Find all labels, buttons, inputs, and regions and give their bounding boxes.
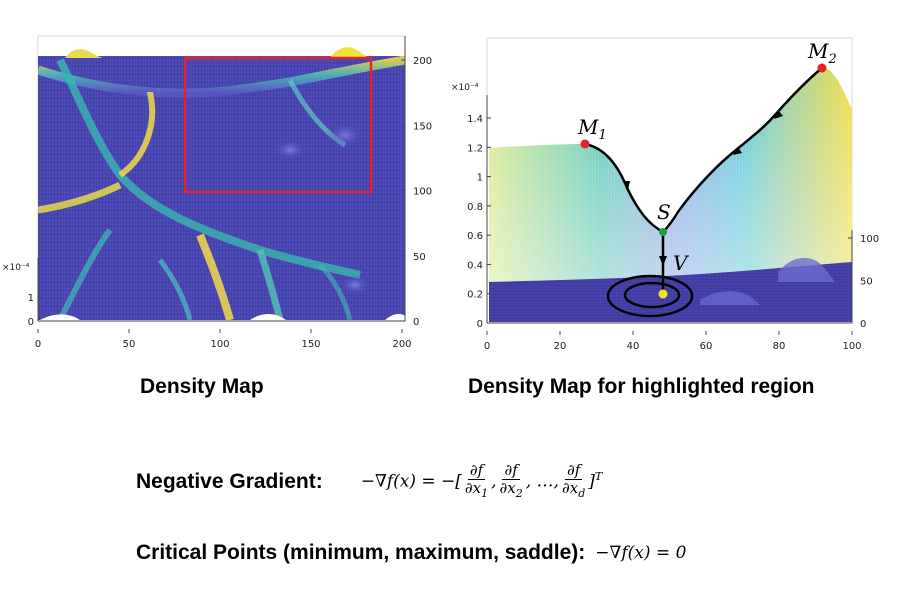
arrow-icon	[624, 181, 630, 190]
left-z-multiplier: ×10⁻⁴	[2, 263, 30, 273]
left-y-axis: 0 50 100 150 200	[401, 56, 432, 328]
arrow-icon	[774, 110, 783, 119]
right-x-tick-label: 60	[700, 341, 713, 352]
right-z-tick-label: 0.8	[467, 202, 483, 213]
maximum-point-m2[interactable]	[817, 63, 827, 73]
arrow-icon	[659, 256, 667, 266]
critical-points-line: Critical Points (minimum, maximum, saddl…	[136, 541, 686, 565]
right-x-tick-label: 20	[554, 341, 567, 352]
left-y-tick-label: 100	[413, 187, 432, 198]
right-z-tick-label: 0.4	[467, 260, 483, 271]
left-x-tick-label: 0	[35, 339, 41, 350]
label-s: S	[657, 200, 671, 224]
basin-inner-contour	[623, 281, 681, 309]
right-y-tick-label: 100	[860, 234, 879, 245]
left-z-tick-label: 0	[28, 317, 34, 328]
right-z-tick-label: 0	[477, 319, 483, 330]
critical-points-formula: −∇f(x) = 0	[595, 543, 687, 563]
left-peak-1	[65, 49, 104, 58]
left-y-tick-label: 0	[413, 317, 419, 328]
right-x-tick-label: 0	[484, 341, 490, 352]
right-z-axis: 0 0.2 0.4 0.6 0.8 1 1.2 1.4	[467, 114, 491, 330]
minimum-point-v[interactable]	[658, 289, 668, 299]
basin-outer-contour	[606, 274, 694, 318]
left-x-tick-label: 100	[210, 339, 229, 350]
path-m2-to-s	[662, 67, 823, 233]
right-y-axis: 0 50 100	[848, 234, 879, 330]
highlight-rectangle[interactable]	[183, 56, 373, 194]
negative-gradient-line: Negative Gradient: −∇f(x) = −[∂f ∂x1, ∂f ∂x…	[136, 462, 602, 502]
right-z-tick-label: 1.2	[467, 143, 483, 154]
right-z-tick-label: 1	[477, 173, 483, 184]
right-y-tick-label: 50	[860, 277, 873, 288]
caption-density-map: Density Map	[140, 375, 264, 398]
right-z-tick-label: 1.4	[467, 114, 483, 125]
right-floor-mesh	[489, 262, 852, 322]
right-x-tick-label: 80	[773, 341, 786, 352]
left-x-tick-label: 200	[392, 339, 411, 350]
right-z-multiplier: ×10⁻⁴	[451, 83, 479, 93]
right-x-tick-label: 40	[627, 341, 640, 352]
right-z-tick-label: 0.2	[467, 290, 483, 301]
right-density-plot: M1 M2 S V 0 20 40 60 80 100 0 0.2 0.4 0.6 0.8 1 1.2…	[451, 37, 879, 352]
label-m1: M1	[577, 115, 607, 143]
label-v: V	[673, 251, 690, 275]
left-x-axis: 0 50 100 150 200	[35, 329, 412, 350]
left-y-tick-label: 150	[413, 121, 432, 132]
negative-gradient-formula: −∇f(x) = −[∂f ∂x1, ∂f ∂x2, …, ∂f ∂xd]T	[360, 461, 603, 501]
left-x-tick-label: 150	[301, 339, 320, 350]
left-z-tick-label: 1	[28, 293, 34, 304]
left-z-axis: 01	[28, 293, 42, 328]
right-x-axis: 0 20 40 60 80 100	[484, 331, 862, 352]
right-x-tick-label: 100	[842, 341, 861, 352]
maximum-point-m1[interactable]	[580, 139, 590, 149]
left-surface	[38, 56, 405, 320]
left-x-tick-label: 50	[123, 339, 136, 350]
left-y-tick-label: 50	[413, 252, 426, 263]
left-y-tick-label: 200	[413, 56, 432, 67]
saddle-point-s[interactable]	[659, 228, 667, 236]
critical-points-label: Critical Points (minimum, maximum, saddl…	[136, 541, 586, 564]
left-peak-2	[330, 47, 370, 58]
caption-highlighted-region: Density Map for highlighted region	[468, 375, 815, 398]
right-z-tick-label: 0.6	[467, 231, 483, 242]
negative-gradient-label: Negative Gradient:	[136, 470, 323, 493]
right-y-tick-label: 0	[860, 319, 866, 330]
label-m2: M2	[807, 39, 837, 67]
arrow-icon	[733, 147, 742, 155]
